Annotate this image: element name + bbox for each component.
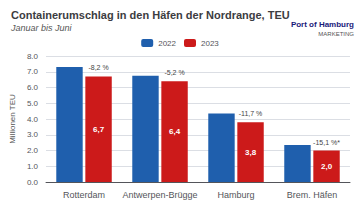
svg-text:Brem. Häfen: Brem. Häfen	[287, 190, 338, 200]
svg-text:4.0: 4.0	[27, 115, 39, 124]
svg-text:2023: 2023	[201, 39, 219, 48]
svg-text:-8,2 %: -8,2 %	[88, 64, 108, 71]
svg-text:6,4: 6,4	[169, 127, 181, 136]
svg-text:-11,7 %: -11,7 %	[239, 110, 263, 117]
svg-text:Rotterdam: Rotterdam	[63, 190, 105, 200]
svg-text:7.0: 7.0	[27, 67, 39, 76]
svg-text:Hamburg: Hamburg	[218, 190, 255, 200]
svg-text:6.0: 6.0	[27, 83, 39, 92]
svg-text:3.0: 3.0	[27, 130, 39, 139]
svg-text:5.0: 5.0	[27, 99, 39, 108]
svg-text:6,7: 6,7	[93, 125, 105, 134]
svg-text:Millionen TEU: Millionen TEU	[8, 94, 17, 144]
svg-text:Containerumschlag in den Häfen: Containerumschlag in den Häfen der Nordr…	[11, 9, 290, 21]
svg-text:3,8: 3,8	[245, 148, 257, 157]
svg-text:2.0: 2.0	[27, 146, 39, 155]
svg-text:-15,1 %*: -15,1 %*	[313, 139, 340, 146]
svg-text:1.0: 1.0	[27, 162, 39, 171]
svg-text:Port of Hamburg: Port of Hamburg	[291, 20, 354, 29]
svg-text:MARKETING: MARKETING	[318, 31, 354, 37]
svg-text:Januar bis Juni: Januar bis Juni	[10, 23, 73, 33]
svg-text:2,0: 2,0	[321, 162, 333, 171]
svg-text:0.0: 0.0	[27, 178, 39, 187]
svg-text:8.0: 8.0	[27, 52, 39, 61]
svg-text:-5,2 %: -5,2 %	[164, 69, 184, 76]
svg-text:Antwerpen-Brügge: Antwerpen-Brügge	[122, 190, 197, 200]
svg-text:2022: 2022	[158, 39, 176, 48]
